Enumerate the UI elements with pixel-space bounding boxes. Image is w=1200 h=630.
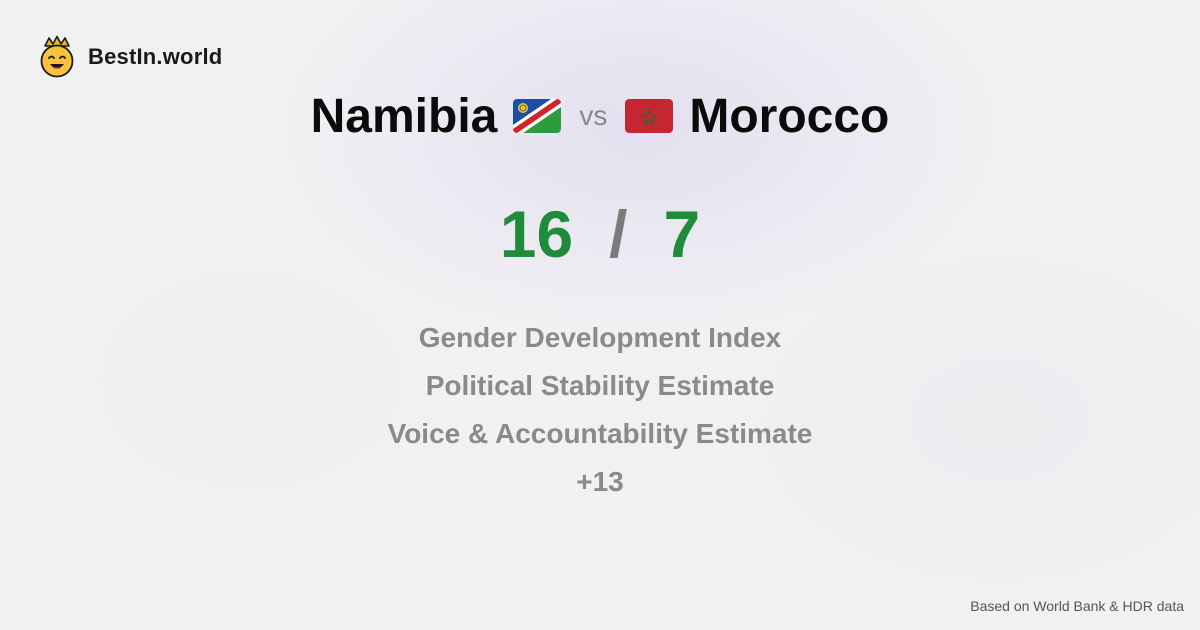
data-source-note: Based on World Bank & HDR data (970, 598, 1184, 614)
right-score: 7 (663, 197, 701, 271)
crowned-smiley-icon (40, 36, 74, 78)
left-country-name: Namibia (310, 89, 498, 143)
metric-item: Gender Development Index (418, 322, 782, 353)
brand-name: BestIn.world (88, 44, 223, 69)
morocco-flag-icon (625, 99, 674, 133)
score-row: 16 / 7 (0, 196, 1200, 272)
namibia-flag-icon (513, 99, 562, 133)
right-country-name: Morocco (689, 89, 890, 143)
more-metrics-count: +13 (576, 466, 624, 497)
comparison-title: Namibia vs Morocco (0, 86, 1200, 146)
score-separator: / (609, 197, 628, 271)
left-score: 16 (499, 197, 574, 271)
metric-list: Gender Development Index Political Stabi… (0, 314, 1200, 506)
metric-item: Political Stability Estimate (425, 370, 775, 401)
metric-item: Voice & Accountability Estimate (387, 418, 813, 449)
vs-label: vs (579, 100, 608, 131)
brand[interactable]: BestIn.world (38, 36, 222, 78)
